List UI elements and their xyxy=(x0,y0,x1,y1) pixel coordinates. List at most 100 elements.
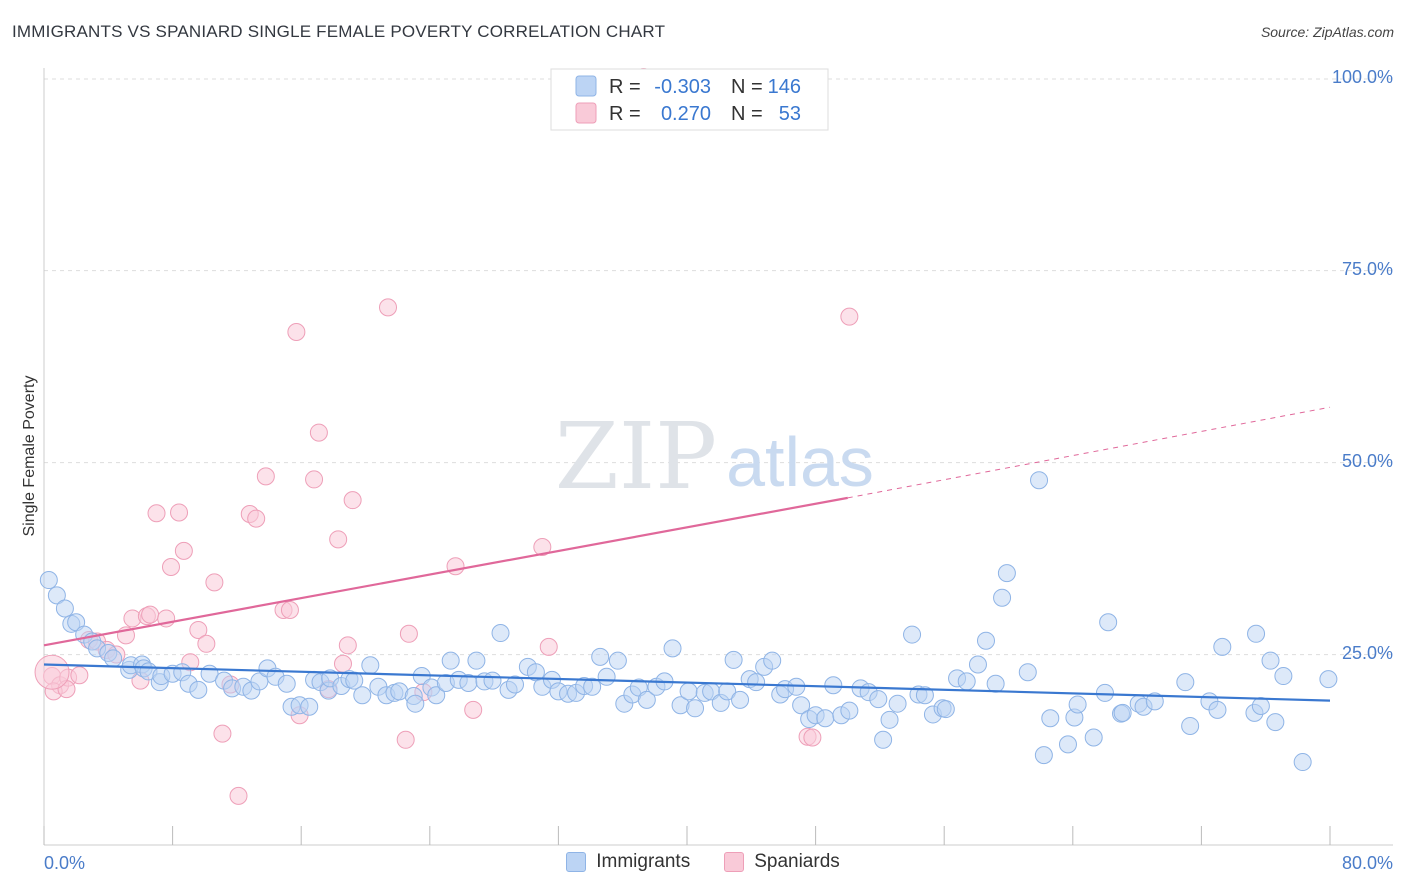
immigrants-point xyxy=(1251,696,1270,715)
immigrants-point xyxy=(608,651,627,670)
immigrants-point xyxy=(591,647,610,666)
immigrants-point xyxy=(1084,728,1103,747)
immigrants-point xyxy=(441,651,460,670)
immigrants-point xyxy=(483,671,502,690)
x-tick-label: 80.0% xyxy=(1342,853,1393,873)
legend-item-spaniards: Spaniards xyxy=(724,851,840,873)
spaniards-point xyxy=(333,654,352,673)
immigrants-point xyxy=(679,682,698,701)
immigrants-point xyxy=(888,694,907,713)
spaniards-point xyxy=(533,538,552,557)
legend-r-value-1: -0.303 xyxy=(654,76,711,98)
immigrants-point xyxy=(663,639,682,658)
immigrants-point xyxy=(300,697,319,716)
immigrants-point xyxy=(968,655,987,674)
immigrants-point xyxy=(1095,683,1114,702)
immigrants-point xyxy=(361,656,380,675)
axes xyxy=(43,68,1393,846)
spaniards-point xyxy=(147,504,166,523)
immigrants-point xyxy=(1068,695,1087,714)
trend-lines xyxy=(43,406,1331,702)
immigrants-point xyxy=(792,696,811,715)
spaniards-point xyxy=(446,557,465,576)
immigrants-point xyxy=(1145,692,1164,711)
immigrants-point xyxy=(915,686,934,705)
spaniards-point xyxy=(338,636,357,655)
immigrants-point xyxy=(277,674,296,693)
immigrants-point xyxy=(1041,709,1060,728)
spaniards-point xyxy=(379,298,398,317)
immigrants-point xyxy=(1261,651,1280,670)
immigrants-point xyxy=(1247,624,1266,643)
spaniards-point xyxy=(396,730,415,749)
immigrants-point xyxy=(993,588,1012,607)
spaniards-point xyxy=(213,724,232,743)
correlation-legend: R = -0.303 N = 146 R = 0.270 N = 53 xyxy=(550,68,829,131)
spaniards-point xyxy=(247,509,266,528)
x-tick-labels: 0.0% 80.0% xyxy=(44,853,1393,873)
legend-item-immigrants: Immigrants xyxy=(566,851,690,873)
immigrants-point xyxy=(936,700,955,719)
immigrants-point xyxy=(724,650,743,669)
spaniards-swatch xyxy=(724,852,745,872)
spaniards-point xyxy=(464,700,483,719)
immigrants-swatch xyxy=(566,852,587,872)
spaniards-point xyxy=(174,541,193,560)
immigrants-point xyxy=(1266,713,1285,732)
watermark-atlas: atlas xyxy=(726,423,874,501)
immigrants-point xyxy=(55,599,74,618)
immigrants-point xyxy=(406,694,425,713)
spaniards-point xyxy=(343,491,362,510)
immigrants-point xyxy=(686,699,705,718)
spaniards-point xyxy=(189,620,208,639)
y-tick-labels: 25.0% 50.0% 75.0% 100.0% xyxy=(1332,67,1393,663)
spaniards-trend-line xyxy=(43,496,848,647)
immigrants-point xyxy=(189,680,208,699)
immigrants-point xyxy=(1319,670,1338,689)
spaniards-point xyxy=(399,624,418,643)
y-tick-label: 100.0% xyxy=(1332,67,1393,87)
immigrants-point xyxy=(1113,703,1132,722)
immigrants-point xyxy=(427,686,446,705)
spaniards-point xyxy=(34,654,70,690)
immigrants-point xyxy=(840,701,859,720)
legend-n-label-1: N = xyxy=(731,76,763,98)
immigrants-point xyxy=(1181,716,1200,735)
spaniards-point xyxy=(229,786,248,805)
immigrants-point xyxy=(1293,753,1312,772)
spaniards-point xyxy=(803,728,822,747)
immigrants-point xyxy=(1030,471,1049,490)
spaniards-point xyxy=(256,467,275,486)
spaniards-point xyxy=(197,634,216,653)
legend-n-value-1: 146 xyxy=(768,76,801,98)
legend-swatch-spaniards xyxy=(575,102,597,124)
immigrants-point xyxy=(583,677,602,696)
spaniards-point xyxy=(840,307,859,326)
immigrants-point xyxy=(1034,746,1053,765)
immigrants-point xyxy=(39,571,58,590)
legend-r-label-1: R = xyxy=(609,76,641,98)
spaniards-point xyxy=(280,600,299,619)
immigrants-point xyxy=(637,690,656,709)
grid-lines xyxy=(44,78,1393,656)
series-legend: Immigrants Spaniards xyxy=(0,851,1406,873)
source-label: Source: ZipAtlas.com xyxy=(1260,24,1394,40)
spaniards-trend-extension xyxy=(847,406,1331,499)
spaniards-point xyxy=(539,637,558,656)
immigrants-point xyxy=(747,673,766,692)
spaniards-point xyxy=(305,470,324,489)
immigrants-point xyxy=(1099,613,1118,632)
immigrants-point xyxy=(1213,637,1232,656)
spaniards-point xyxy=(70,666,89,685)
legend-r-label-2: R = xyxy=(609,103,641,125)
immigrants-points xyxy=(39,471,1338,772)
spaniards-point xyxy=(287,322,306,341)
legend-n-label-2: N = xyxy=(731,103,763,125)
immigrants-point xyxy=(597,667,616,686)
y-tick-label: 50.0% xyxy=(1342,451,1393,471)
immigrants-point xyxy=(1176,673,1195,692)
immigrants-point xyxy=(816,709,835,728)
immigrants-point xyxy=(997,564,1016,583)
spaniards-point xyxy=(141,605,160,624)
